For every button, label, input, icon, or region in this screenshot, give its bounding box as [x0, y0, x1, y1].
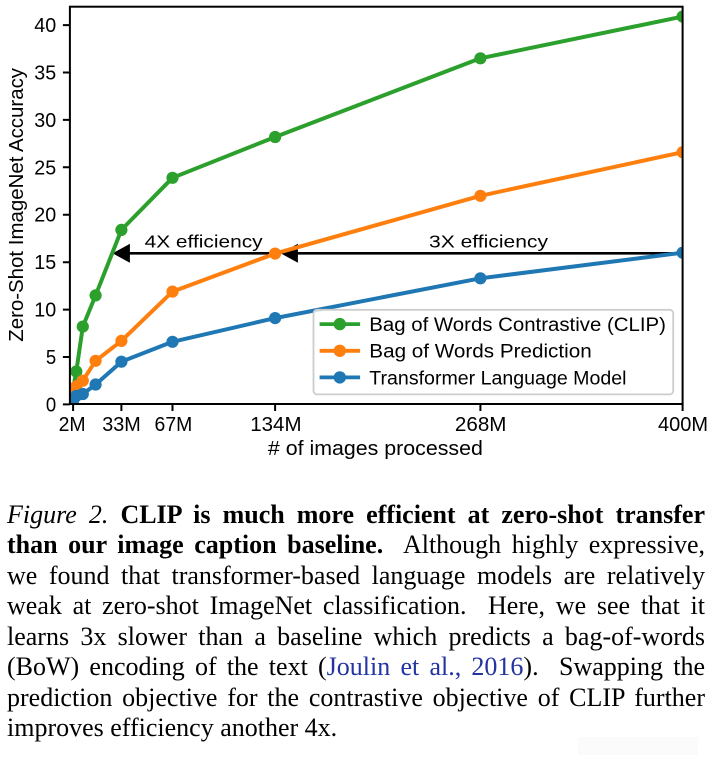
svg-text:# of images processed: # of images processed — [268, 438, 483, 460]
svg-text:25: 25 — [34, 157, 56, 179]
svg-text:67M: 67M — [155, 414, 193, 436]
svg-text:10: 10 — [34, 300, 56, 322]
svg-text:3X efficiency: 3X efficiency — [429, 232, 548, 252]
svg-text:400M: 400M — [658, 414, 708, 436]
svg-text:Bag of Words Prediction: Bag of Words Prediction — [369, 341, 591, 363]
svg-text:268M: 268M — [455, 414, 507, 436]
svg-text:Bag of Words Contrastive (CLIP: Bag of Words Contrastive (CLIP) — [369, 314, 666, 336]
svg-text:33M: 33M — [102, 414, 141, 436]
svg-text:2M: 2M — [59, 414, 86, 436]
svg-text:5: 5 — [46, 347, 56, 369]
svg-text:15: 15 — [34, 252, 56, 274]
svg-text:0: 0 — [46, 394, 56, 416]
svg-text:4X efficiency: 4X efficiency — [145, 232, 263, 252]
svg-text:134M: 134M — [250, 414, 301, 436]
svg-text:Transformer Language Model: Transformer Language Model — [369, 367, 626, 389]
svg-text:Zero-Shot ImageNet Accuracy: Zero-Shot ImageNet Accuracy — [5, 67, 28, 341]
svg-text:20: 20 — [34, 205, 56, 227]
svg-text:30: 30 — [34, 110, 56, 132]
svg-text:35: 35 — [34, 63, 56, 85]
svg-text:40: 40 — [34, 15, 56, 37]
